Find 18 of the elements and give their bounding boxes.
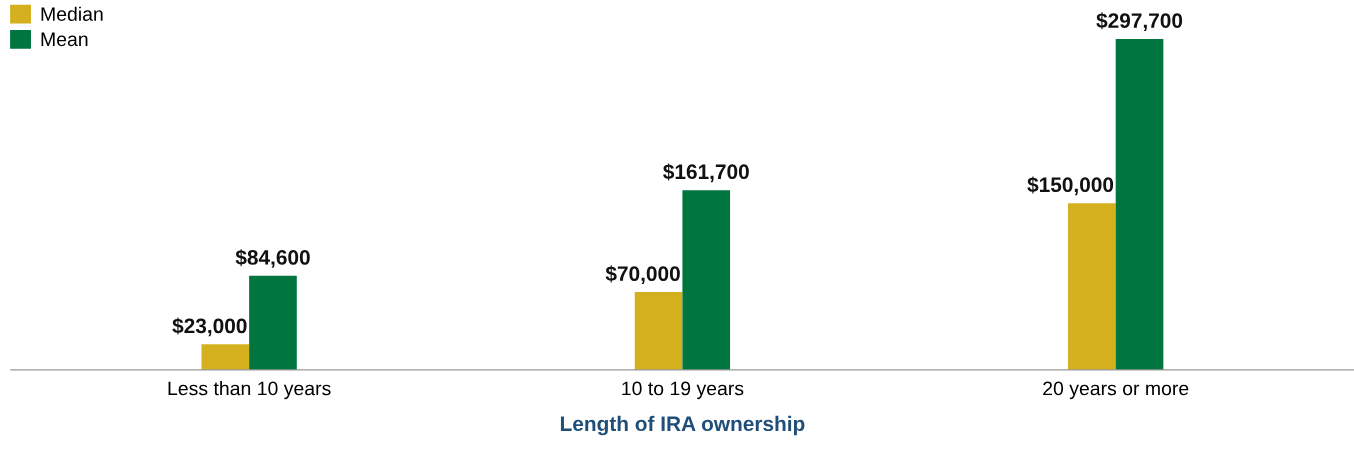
data-label: $70,000 (605, 265, 680, 285)
bar (634, 292, 683, 370)
bar (249, 275, 297, 370)
legend-label: Mean (41, 32, 88, 47)
bar (201, 344, 250, 370)
x-tick-label: 10 to 19 years (622, 381, 744, 400)
data-label: $161,700 (663, 163, 749, 183)
data-label: $150,000 (1027, 176, 1114, 196)
bar (682, 190, 731, 370)
x-tick-label: 20 years or more (1043, 381, 1189, 400)
legend-label: Median (41, 6, 103, 21)
bar (1068, 203, 1116, 370)
bar (1115, 39, 1164, 370)
data-label: $23,000 (172, 317, 247, 337)
x-axis-title: Length of IRA ownership (560, 415, 805, 436)
data-label: $297,700 (1096, 12, 1183, 31)
data-label: $84,600 (235, 249, 310, 268)
x-tick-label: Less than 10 years (168, 381, 331, 400)
